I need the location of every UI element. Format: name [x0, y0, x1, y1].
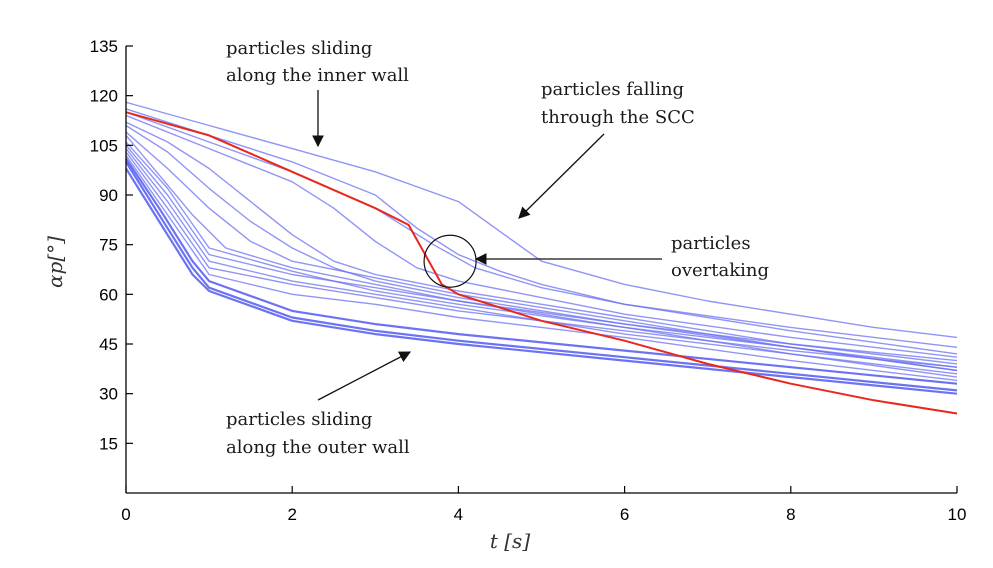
- particle-series-5: [125, 124, 958, 372]
- annotation-falling-scc: particles falling through the SCC: [541, 79, 695, 128]
- particle-series-4: [125, 121, 958, 365]
- annotation-inner-wall-line-2: along the inner wall: [226, 65, 409, 86]
- y-tick-label: 75: [99, 236, 118, 255]
- y-tick-label: 15: [99, 434, 118, 453]
- particle-series-15: [125, 167, 958, 395]
- y-tick-label: 120: [90, 87, 118, 106]
- y-tick-label: 45: [99, 335, 118, 354]
- highlight-circle: [423, 234, 477, 288]
- particle-series-12: [125, 148, 958, 378]
- annotation-outer-wall-line-1: particles sliding: [226, 409, 372, 430]
- reference-particle-series: [125, 111, 958, 415]
- y-tick-label: 105: [90, 136, 118, 155]
- annotation-falling-scc-arrow: [518, 133, 605, 219]
- x-axis-title: t [s]: [490, 529, 530, 553]
- particle-series-3: [125, 114, 958, 358]
- x-tick-label: 2: [287, 505, 296, 524]
- annotation-inner-wall-line-1: particles sliding: [226, 38, 372, 59]
- annotation-falling-scc-line-1: particles falling: [541, 79, 684, 100]
- annotation-overtaking-line-2: overtaking: [671, 260, 769, 281]
- y-tick-label: 60: [99, 285, 118, 304]
- particle-series-8: [125, 111, 958, 355]
- particle-series-9: [125, 144, 958, 362]
- y-tick-label: 90: [99, 186, 118, 205]
- x-tick-label: 8: [786, 505, 795, 524]
- particle-series-2: [125, 108, 958, 348]
- y-axis-title: αp[°]: [43, 236, 67, 288]
- x-tick-label: 4: [454, 505, 463, 524]
- annotation-outer-wall-line-2: along the outer wall: [226, 437, 410, 458]
- particle-series-11: [125, 141, 958, 372]
- annotations: particles sliding along the inner wall p…: [226, 38, 769, 458]
- annotation-outer-wall: particles sliding along the outer wall: [226, 409, 410, 458]
- annotation-inner-wall: particles sliding along the inner wall: [226, 38, 409, 86]
- particle-series-7: [125, 134, 958, 375]
- particle-lines: [125, 101, 958, 395]
- particle-series-14: [125, 161, 958, 392]
- y-tick-label: 30: [99, 385, 118, 404]
- annotation-falling-scc-line-2: through the SCC: [541, 107, 695, 128]
- particle-series-1: [125, 101, 958, 339]
- annotation-outer-wall-arrow: [317, 351, 412, 401]
- reference-line: [125, 111, 958, 415]
- y-tick-label: 135: [90, 37, 118, 56]
- particle-series-13: [125, 154, 958, 382]
- particle-series-16: [125, 157, 958, 385]
- x-tick-label: 0: [121, 505, 130, 524]
- annotation-overtaking-line-1: particles: [671, 233, 751, 254]
- axis-ticks: 0 2 4 6 8 10 15 30 45 60 75 90 105 120 135: [90, 37, 967, 524]
- annotation-overtaking: particles overtaking: [671, 233, 769, 281]
- x-tick-label: 6: [620, 505, 629, 524]
- x-tick-label: 10: [948, 505, 967, 524]
- particle-series-10: [125, 151, 958, 368]
